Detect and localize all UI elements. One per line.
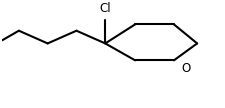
Text: Cl: Cl [99, 2, 110, 15]
Text: O: O [181, 62, 190, 75]
